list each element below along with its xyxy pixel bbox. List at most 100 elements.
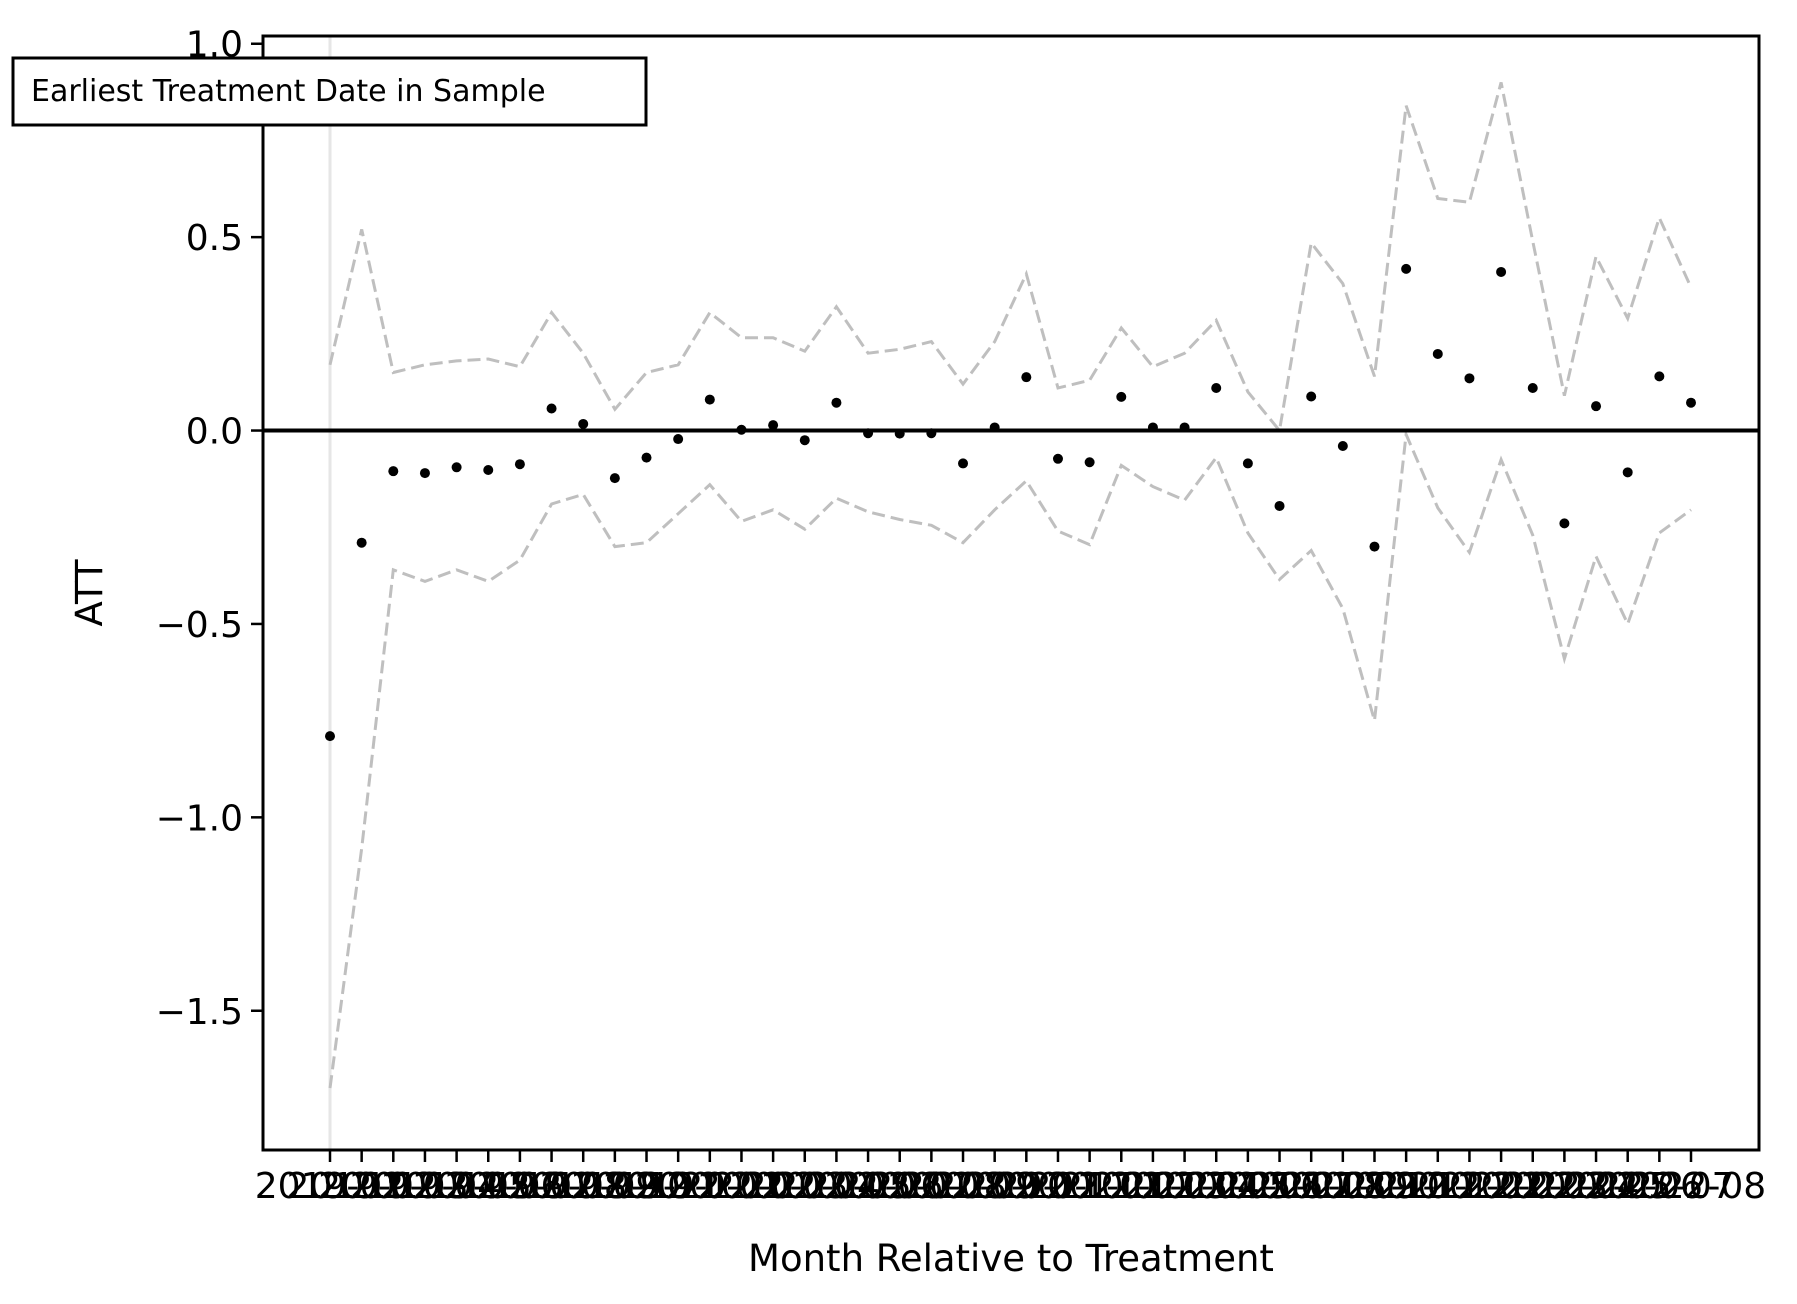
x-tick-label: 2022-04 <box>1489 1166 1639 1207</box>
att-point <box>1401 263 1412 274</box>
att-point <box>1654 371 1665 382</box>
att-point <box>1242 458 1253 469</box>
att-point <box>419 468 430 479</box>
x-tick-label: 2021-12 <box>1363 1166 1513 1207</box>
x-tick-label: 2020-10 <box>919 1166 1069 1207</box>
y-tick-label: −1.0 <box>156 798 243 839</box>
att-point <box>609 473 620 484</box>
att-point <box>989 422 1000 433</box>
att-point <box>1052 453 1063 464</box>
x-tick-label: 2020-04 <box>730 1166 880 1207</box>
x-tick-label: 2019-01 <box>255 1166 405 1207</box>
att-point <box>514 459 525 470</box>
att-point <box>799 435 810 446</box>
att-point <box>578 418 589 429</box>
att-point <box>1211 382 1222 393</box>
att-point <box>1432 348 1443 359</box>
x-tick-label: 2020-01 <box>635 1166 785 1207</box>
x-tick-label: 2019-03 <box>318 1166 468 1207</box>
x-tick-label: 2021-03 <box>1078 1166 1228 1207</box>
att-point <box>673 434 684 445</box>
x-tick-label: 2022-08 <box>1616 1166 1766 1207</box>
x-tick-label: 2020-06 <box>793 1166 943 1207</box>
y-tick-label: −1.5 <box>156 992 243 1033</box>
x-tick-label: 2021-04 <box>1109 1166 1259 1207</box>
x-tick-label: 2022-02 <box>1426 1166 1576 1207</box>
x-tick-label: 2022-07 <box>1584 1166 1734 1207</box>
x-tick-label: 2021-10 <box>1299 1166 1449 1207</box>
att-point <box>1496 266 1507 277</box>
lower-ci-line <box>328 428 1692 1089</box>
att-point <box>1147 422 1158 433</box>
att-point <box>1464 373 1475 384</box>
att-point <box>641 452 652 463</box>
att-point <box>1021 372 1032 383</box>
att-point <box>325 731 335 742</box>
x-tick-label: 2021-01 <box>1014 1166 1164 1207</box>
x-tick-label: 2021-11 <box>1331 1166 1481 1207</box>
x-tick-label: 2022-05 <box>1521 1166 1671 1207</box>
att-point <box>1337 441 1348 452</box>
x-tick-label: 2019-05 <box>381 1166 531 1207</box>
x-tick-label: 2021-08 <box>1236 1166 1386 1207</box>
att-point <box>831 397 842 408</box>
x-tick-label: 2019-08 <box>476 1166 626 1207</box>
att-point <box>1274 500 1285 511</box>
plot-area <box>263 36 1759 1150</box>
att-point <box>1686 397 1696 408</box>
plot-inner <box>263 36 1759 1150</box>
att-point <box>926 428 937 439</box>
att-point <box>1527 382 1538 393</box>
x-tick-label: 2021-05 <box>1141 1166 1291 1207</box>
att-point <box>388 466 399 477</box>
y-tick-label: 0.0 <box>186 412 243 453</box>
x-tick-label: 2019-10 <box>540 1166 690 1207</box>
x-tick-label: 2019-06 <box>413 1166 563 1207</box>
x-tick-label: 2022-01 <box>1394 1166 1544 1207</box>
legend: Earliest Treatment Date in Sample <box>11 56 648 127</box>
x-tick-label: 2020-08 <box>856 1166 1006 1207</box>
att-point <box>894 428 905 439</box>
att-point <box>1084 457 1095 468</box>
x-tick-label: 2021-09 <box>1268 1166 1418 1207</box>
y-axis-label: ATT <box>68 559 111 626</box>
y-tick-label: 0.5 <box>186 218 243 259</box>
att-point <box>704 394 715 405</box>
x-tick-label: 2021-02 <box>1046 1166 1196 1207</box>
x-tick-label: 2019-02 <box>286 1166 436 1207</box>
x-tick-label: 2019-04 <box>350 1166 500 1207</box>
att-point <box>1116 391 1127 402</box>
x-tick-label: 2020-12 <box>983 1166 1133 1207</box>
att-point <box>768 420 779 431</box>
x-tick-label: 2021-07 <box>1204 1166 1354 1207</box>
att-point <box>356 537 367 548</box>
x-tick-label: 2021-06 <box>1173 1166 1323 1207</box>
att-point <box>1369 541 1380 552</box>
att-point <box>451 462 462 473</box>
axes: 1.00.50.0−0.5−1.0−1.52019-012019-022019-… <box>156 25 1767 1207</box>
legend-label-earliest-treatment: Earliest Treatment Date in Sample <box>31 74 546 109</box>
x-tick-label: 2019-07 <box>445 1166 595 1207</box>
x-tick-label: 2019-12 <box>603 1166 753 1207</box>
plot-frame <box>261 34 1761 1152</box>
x-tick-label: 2020-05 <box>761 1166 911 1207</box>
upper-ci-line <box>328 82 1693 435</box>
att-point <box>1622 467 1633 478</box>
att-point <box>1559 518 1570 529</box>
x-tick-label: 2019-11 <box>571 1166 721 1207</box>
att-point <box>1179 422 1190 433</box>
x-tick-label: 2022-03 <box>1458 1166 1608 1207</box>
y-tick-label: −0.5 <box>156 605 243 646</box>
x-tick-label: 2020-09 <box>888 1166 1038 1207</box>
x-tick-label: 2020-02 <box>666 1166 816 1207</box>
att-point <box>736 424 747 435</box>
x-tick-label: 2022-06 <box>1552 1166 1702 1207</box>
att-point <box>546 403 557 414</box>
att-point <box>863 428 874 439</box>
att-point <box>1591 401 1602 412</box>
att-point <box>1306 391 1317 402</box>
att-point <box>958 458 969 469</box>
x-axis-label: Month Relative to Treatment <box>748 1237 1274 1280</box>
